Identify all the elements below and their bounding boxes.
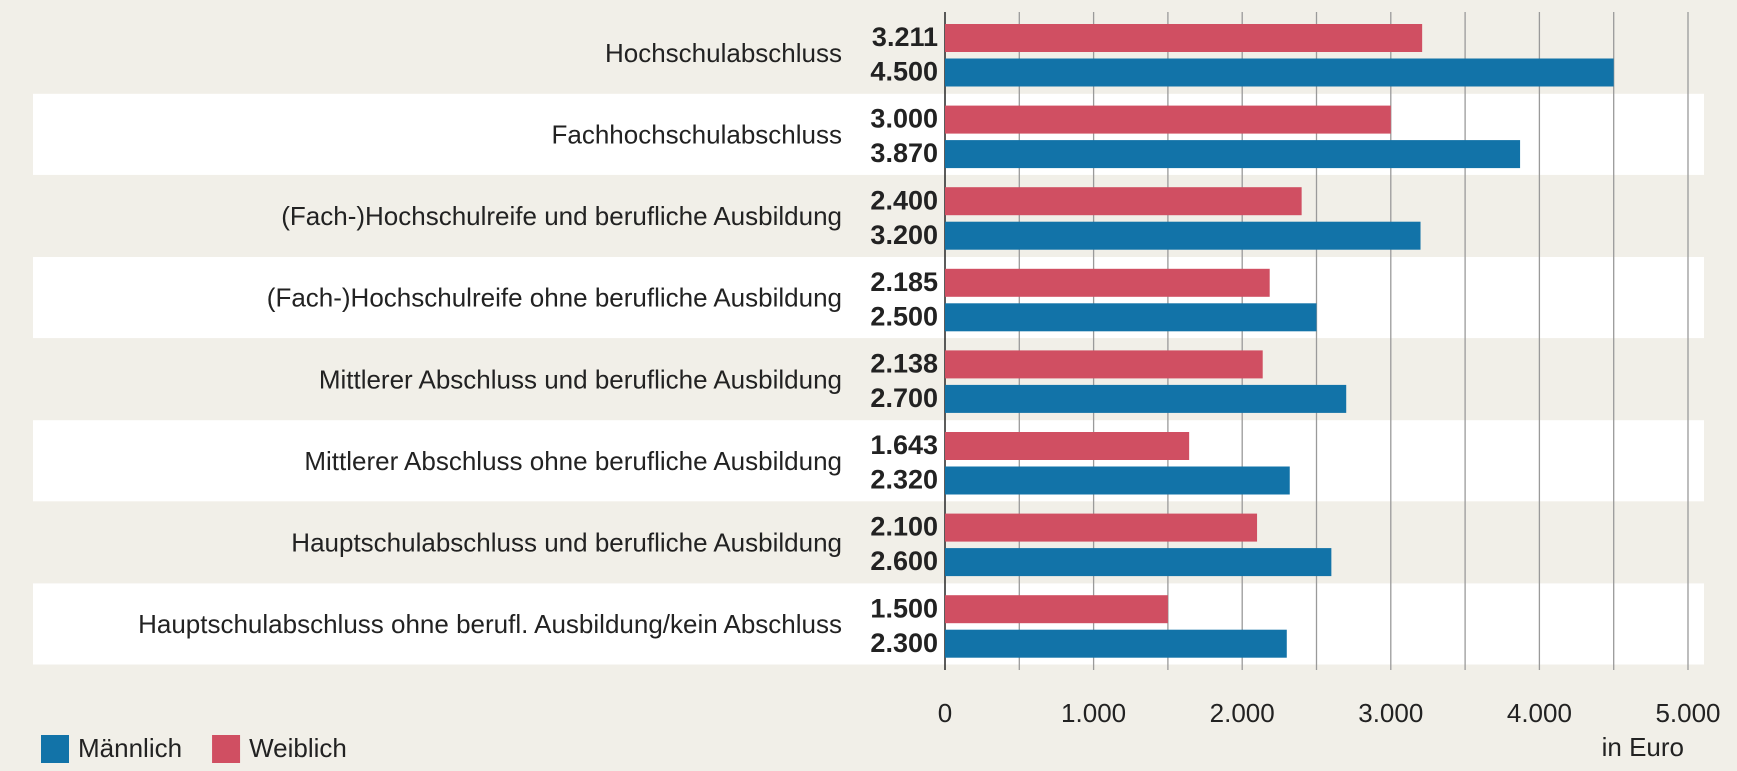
bar [945,221,1421,250]
bar [945,24,1423,52]
value-label: 2.320 [870,465,938,495]
bar [945,466,1290,495]
category-label: (Fach-)Hochschulreife ohne berufliche Au… [267,283,842,313]
category-label: Hochschulabschluss [605,38,842,68]
x-tick-label: 5.000 [1655,698,1720,728]
value-label: 3.211 [872,22,938,52]
value-label: 2.100 [870,512,938,542]
legend-label: Weiblich [249,733,347,763]
legend-swatch [212,735,241,763]
value-label: 1.643 [870,430,938,460]
bar [945,350,1263,379]
value-label: 2.300 [870,628,938,658]
bar [945,513,1258,542]
x-tick-label: 0 [938,698,952,728]
value-label: 2.600 [870,546,938,576]
value-label: 2.700 [870,383,938,413]
x-tick-label: 1.000 [1061,698,1126,728]
category-label: Mittlerer Abschluss und berufliche Ausbi… [319,364,842,394]
value-label: 2.138 [870,349,938,379]
category-label: Mittlerer Abschluss ohne berufliche Ausb… [304,446,842,476]
bar [945,303,1317,332]
bar [945,140,1521,169]
bar [945,105,1391,134]
value-label: 2.185 [870,267,938,297]
bar [945,187,1302,216]
x-axis-label: in Euro [1602,732,1684,762]
value-label: 1.500 [870,593,938,623]
row-bands [33,93,1704,665]
x-tick-label: 2.000 [1210,698,1275,728]
category-label: (Fach-)Hochschulreife und berufliche Aus… [281,201,842,231]
value-label: 2.500 [870,301,938,331]
category-label: Hauptschulabschluss ohne berufl. Ausbild… [138,609,842,639]
bar [945,629,1287,658]
category-label: Hauptschulabschluss und berufliche Ausbi… [291,527,842,557]
value-label: 2.400 [870,185,938,215]
x-tick-label: 4.000 [1507,698,1572,728]
value-label: 3.000 [870,104,938,134]
legend-label: Männlich [78,733,182,763]
legend-swatch [41,735,69,763]
bar [945,384,1347,413]
value-label: 3.200 [870,220,938,250]
bar [945,268,1270,297]
row-band [33,420,1704,502]
x-tick-label: 3.000 [1358,698,1423,728]
bar [945,58,1614,87]
value-label: 3.870 [870,138,938,168]
bar [945,432,1190,460]
category-label: Fachhochschulabschluss [552,119,843,149]
bar [945,548,1332,577]
row-band [33,257,1704,339]
row-band [33,583,1704,665]
bar [945,595,1168,624]
value-label: 4.500 [870,57,938,87]
